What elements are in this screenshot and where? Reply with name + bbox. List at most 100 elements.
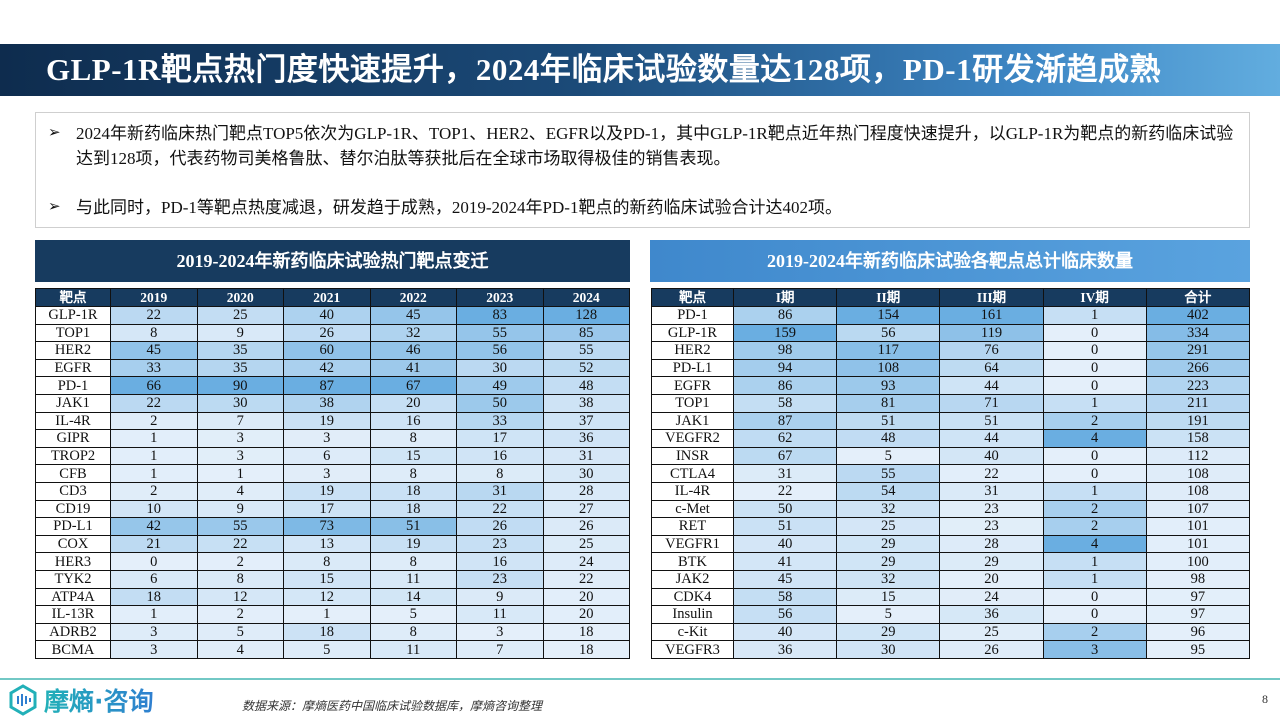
value-cell: 14	[369, 587, 457, 607]
value-cell: 8	[369, 622, 457, 642]
bullet-text: 与此同时，PD-1等靶点热度减退，研发趋于成熟，2019-2024年PD-1靶点…	[76, 198, 842, 217]
value-cell: 8	[110, 323, 198, 343]
value-cell: 27	[542, 499, 630, 519]
value-cell: 86	[732, 376, 838, 395]
page-number: 8	[1262, 692, 1268, 706]
value-cell: 22	[732, 481, 838, 501]
value-cell: 73	[283, 517, 371, 536]
value-cell: 4	[1042, 429, 1147, 448]
value-cell: 94	[732, 358, 838, 378]
value-cell: 31	[939, 481, 1044, 501]
value-cell: 3	[283, 464, 371, 483]
footer-divider	[0, 678, 1280, 680]
value-cell: 211	[1145, 393, 1251, 413]
value-cell: 22	[110, 393, 198, 413]
value-cell: 36	[542, 429, 630, 448]
value-cell: 40	[732, 622, 838, 642]
value-cell: 58	[732, 393, 838, 413]
value-cell: 3	[456, 622, 544, 642]
value-cell: 8	[369, 552, 457, 571]
table-row: GLP-1R 159 56 119 0 334	[651, 323, 1251, 343]
target-name-cell: GLP-1R	[35, 306, 111, 325]
table-row: IL-13R 1 2 1 5 11 20	[35, 605, 630, 624]
value-cell: 2	[1042, 411, 1147, 431]
table-row: TROP2 1 3 6 15 16 31	[35, 446, 630, 466]
value-cell: 1	[1042, 552, 1147, 571]
value-cell: 55	[196, 517, 284, 536]
value-cell: 107	[1145, 499, 1251, 519]
value-cell: 81	[836, 393, 941, 413]
value-cell: 16	[369, 411, 457, 431]
value-cell: 30	[542, 464, 630, 483]
value-cell: 8	[283, 552, 371, 571]
table-row: BCMA 3 4 5 11 7 18	[35, 640, 630, 659]
column-header: 2022	[369, 288, 457, 307]
target-name-cell: HER2	[35, 341, 111, 360]
target-name-cell: RET	[651, 517, 734, 536]
value-cell: 29	[939, 552, 1044, 571]
value-cell: 18	[369, 481, 457, 501]
table-row: JAK2 45 32 20 1 98	[651, 569, 1251, 589]
value-cell: 18	[283, 622, 371, 642]
value-cell: 23	[939, 517, 1044, 536]
value-cell: 32	[836, 569, 941, 589]
value-cell: 83	[456, 306, 544, 325]
value-cell: 46	[369, 341, 457, 360]
value-cell: 8	[456, 464, 544, 483]
value-cell: 44	[939, 376, 1044, 395]
value-cell: 10	[110, 499, 198, 519]
value-cell: 25	[196, 306, 284, 325]
value-cell: 9	[196, 499, 284, 519]
logo-hexagon-icon	[9, 684, 37, 716]
value-cell: 96	[1145, 622, 1251, 642]
value-cell: 117	[836, 341, 941, 360]
value-cell: 5	[836, 446, 941, 466]
value-cell: 334	[1145, 323, 1251, 343]
value-cell: 13	[283, 534, 371, 554]
value-cell: 266	[1145, 358, 1251, 378]
target-name-cell: PD-1	[651, 306, 734, 325]
table-row: INSR 67 5 40 0 112	[651, 446, 1251, 466]
arrow-right-icon: ➢	[48, 125, 61, 141]
value-cell: 97	[1145, 587, 1251, 607]
value-cell: 1	[283, 605, 371, 624]
target-name-cell: JAK2	[651, 569, 734, 589]
value-cell: 112	[1145, 446, 1251, 466]
value-cell: 25	[542, 534, 630, 554]
value-cell: 29	[836, 552, 941, 571]
table-row: GLP-1R 22 25 40 45 83 128	[35, 306, 630, 325]
value-cell: 3	[283, 429, 371, 448]
value-cell: 85	[542, 323, 630, 343]
value-cell: 22	[196, 534, 284, 554]
target-name-cell: TROP2	[35, 446, 111, 466]
table-row: RET 51 25 23 2 101	[651, 517, 1251, 536]
value-cell: 54	[836, 481, 941, 501]
value-cell: 20	[939, 569, 1044, 589]
value-cell: 60	[283, 341, 371, 360]
bullet-text: 2024年新药临床热门靶点TOP5依次为GLP-1R、TOP1、HER2、EGF…	[76, 124, 1234, 168]
value-cell: 64	[939, 358, 1044, 378]
table-row: c-Kit 40 29 25 2 96	[651, 622, 1251, 642]
value-cell: 3	[196, 429, 284, 448]
value-cell: 1	[1042, 393, 1147, 413]
table-row: c-Met 50 32 23 2 107	[651, 499, 1251, 519]
value-cell: 158	[1145, 429, 1251, 448]
value-cell: 8	[369, 429, 457, 448]
value-cell: 12	[196, 587, 284, 607]
value-cell: 5	[836, 605, 941, 624]
target-name-cell: GIPR	[35, 429, 111, 448]
target-name-cell: GLP-1R	[651, 323, 734, 343]
value-cell: 22	[939, 464, 1044, 483]
value-cell: 41	[732, 552, 838, 571]
value-cell: 86	[732, 306, 838, 325]
value-cell: 26	[456, 517, 544, 536]
value-cell: 5	[369, 605, 457, 624]
table-row: HER2 98 117 76 0 291	[651, 341, 1251, 360]
column-header: 2023	[456, 288, 544, 307]
table-row: HER2 45 35 60 46 56 55	[35, 341, 630, 360]
table-row: IL-4R 22 54 31 1 108	[651, 481, 1251, 501]
column-header: IV期	[1042, 288, 1147, 307]
target-name-cell: c-Kit	[651, 622, 734, 642]
table-row: HER3 0 2 8 8 16 24	[35, 552, 630, 571]
value-cell: 1	[110, 605, 198, 624]
